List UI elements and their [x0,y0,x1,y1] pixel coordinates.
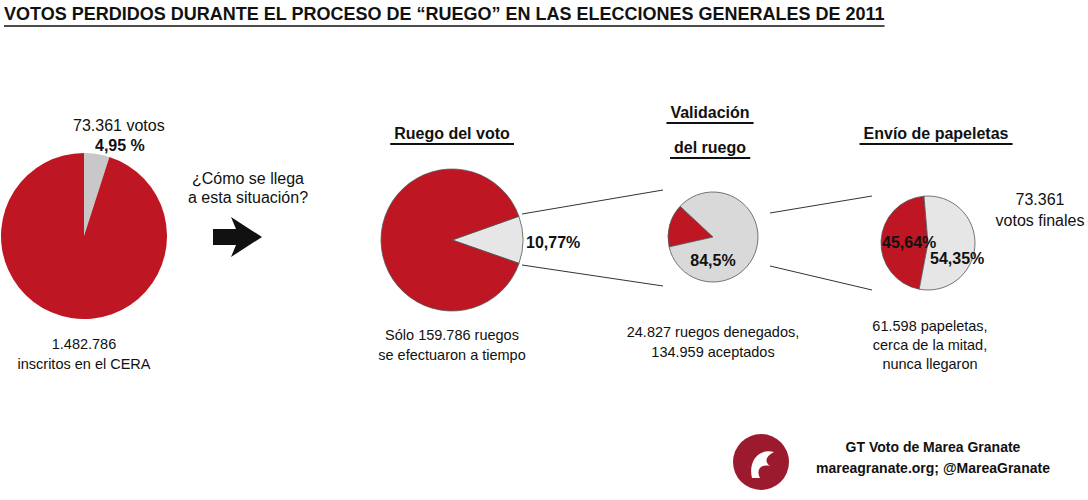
connector-line [522,265,663,286]
caption: inscritos en el CERA [18,356,151,372]
connector-line [770,196,872,213]
slices [668,192,758,282]
underline [666,122,753,124]
pie-slice [381,169,519,311]
pie-chart [881,196,975,290]
transition-text: a esta situación? [188,189,308,206]
slices [381,169,523,311]
pie-title: del ruego [674,139,746,156]
caption: 134.959 aceptados [651,344,774,360]
underline [860,143,1013,145]
annotation: 73.361 [1016,191,1065,208]
caption: 1.482.786 [52,336,117,352]
pie-title: Envío de papeletas [864,125,1009,142]
pie-title: Validación [670,104,749,121]
caption: 61.598 papeletas, [872,318,987,334]
slices [1,153,167,319]
data-label: 45,64% [882,234,936,251]
footer-text: GT Voto de Marea Granate [846,439,1021,455]
pie-slice [669,192,758,282]
pie-slice [1,153,167,319]
transition-group: ¿Cómo se llega a esta situación? [188,170,308,257]
footer-text: mareagranate.org; @MareaGranate [816,460,1050,476]
footer: GT Voto de Marea Granate mareagranate.org… [733,434,1050,490]
title-group: VOTOS PERDIDOS DURANTE EL PROCESO DE “RU… [4,4,885,26]
underline [4,25,885,27]
title: VOTOS PERDIDOS DURANTE EL PROCESO DE “RU… [4,4,885,24]
caption: se efectuaron a tiempo [378,347,526,363]
annotation: 73.361 votos [73,117,165,134]
underline [670,157,750,159]
logo [733,434,789,490]
caption: cerca de la mitad, [873,337,987,353]
pie-chart [381,169,523,311]
chart-canvas: VOTOS PERDIDOS DURANTE EL PROCESO DE “RU… [0,0,1088,500]
caption: Sólo 159.786 ruegos [385,327,519,343]
connector-line [770,266,872,290]
data-label: 10,77% [526,234,580,251]
caption: 24.827 ruegos denegados, [627,324,800,340]
slices [881,196,975,290]
transition-text: ¿Cómo se llega [192,170,304,187]
data-label: 84,5% [690,252,735,269]
underline [390,143,514,145]
data-label: 54,35% [930,250,984,267]
logo-wave [751,451,774,478]
caption: nunca llegaron [882,356,977,372]
arrow [213,217,262,257]
annotation: votos finales [996,212,1085,229]
pie-chart [668,192,758,282]
pie-chart [1,153,167,319]
pie-title: Ruego del voto [394,125,510,142]
connector-line [522,190,663,214]
data-label: 4,95 % [95,137,145,154]
connectors [522,190,872,290]
